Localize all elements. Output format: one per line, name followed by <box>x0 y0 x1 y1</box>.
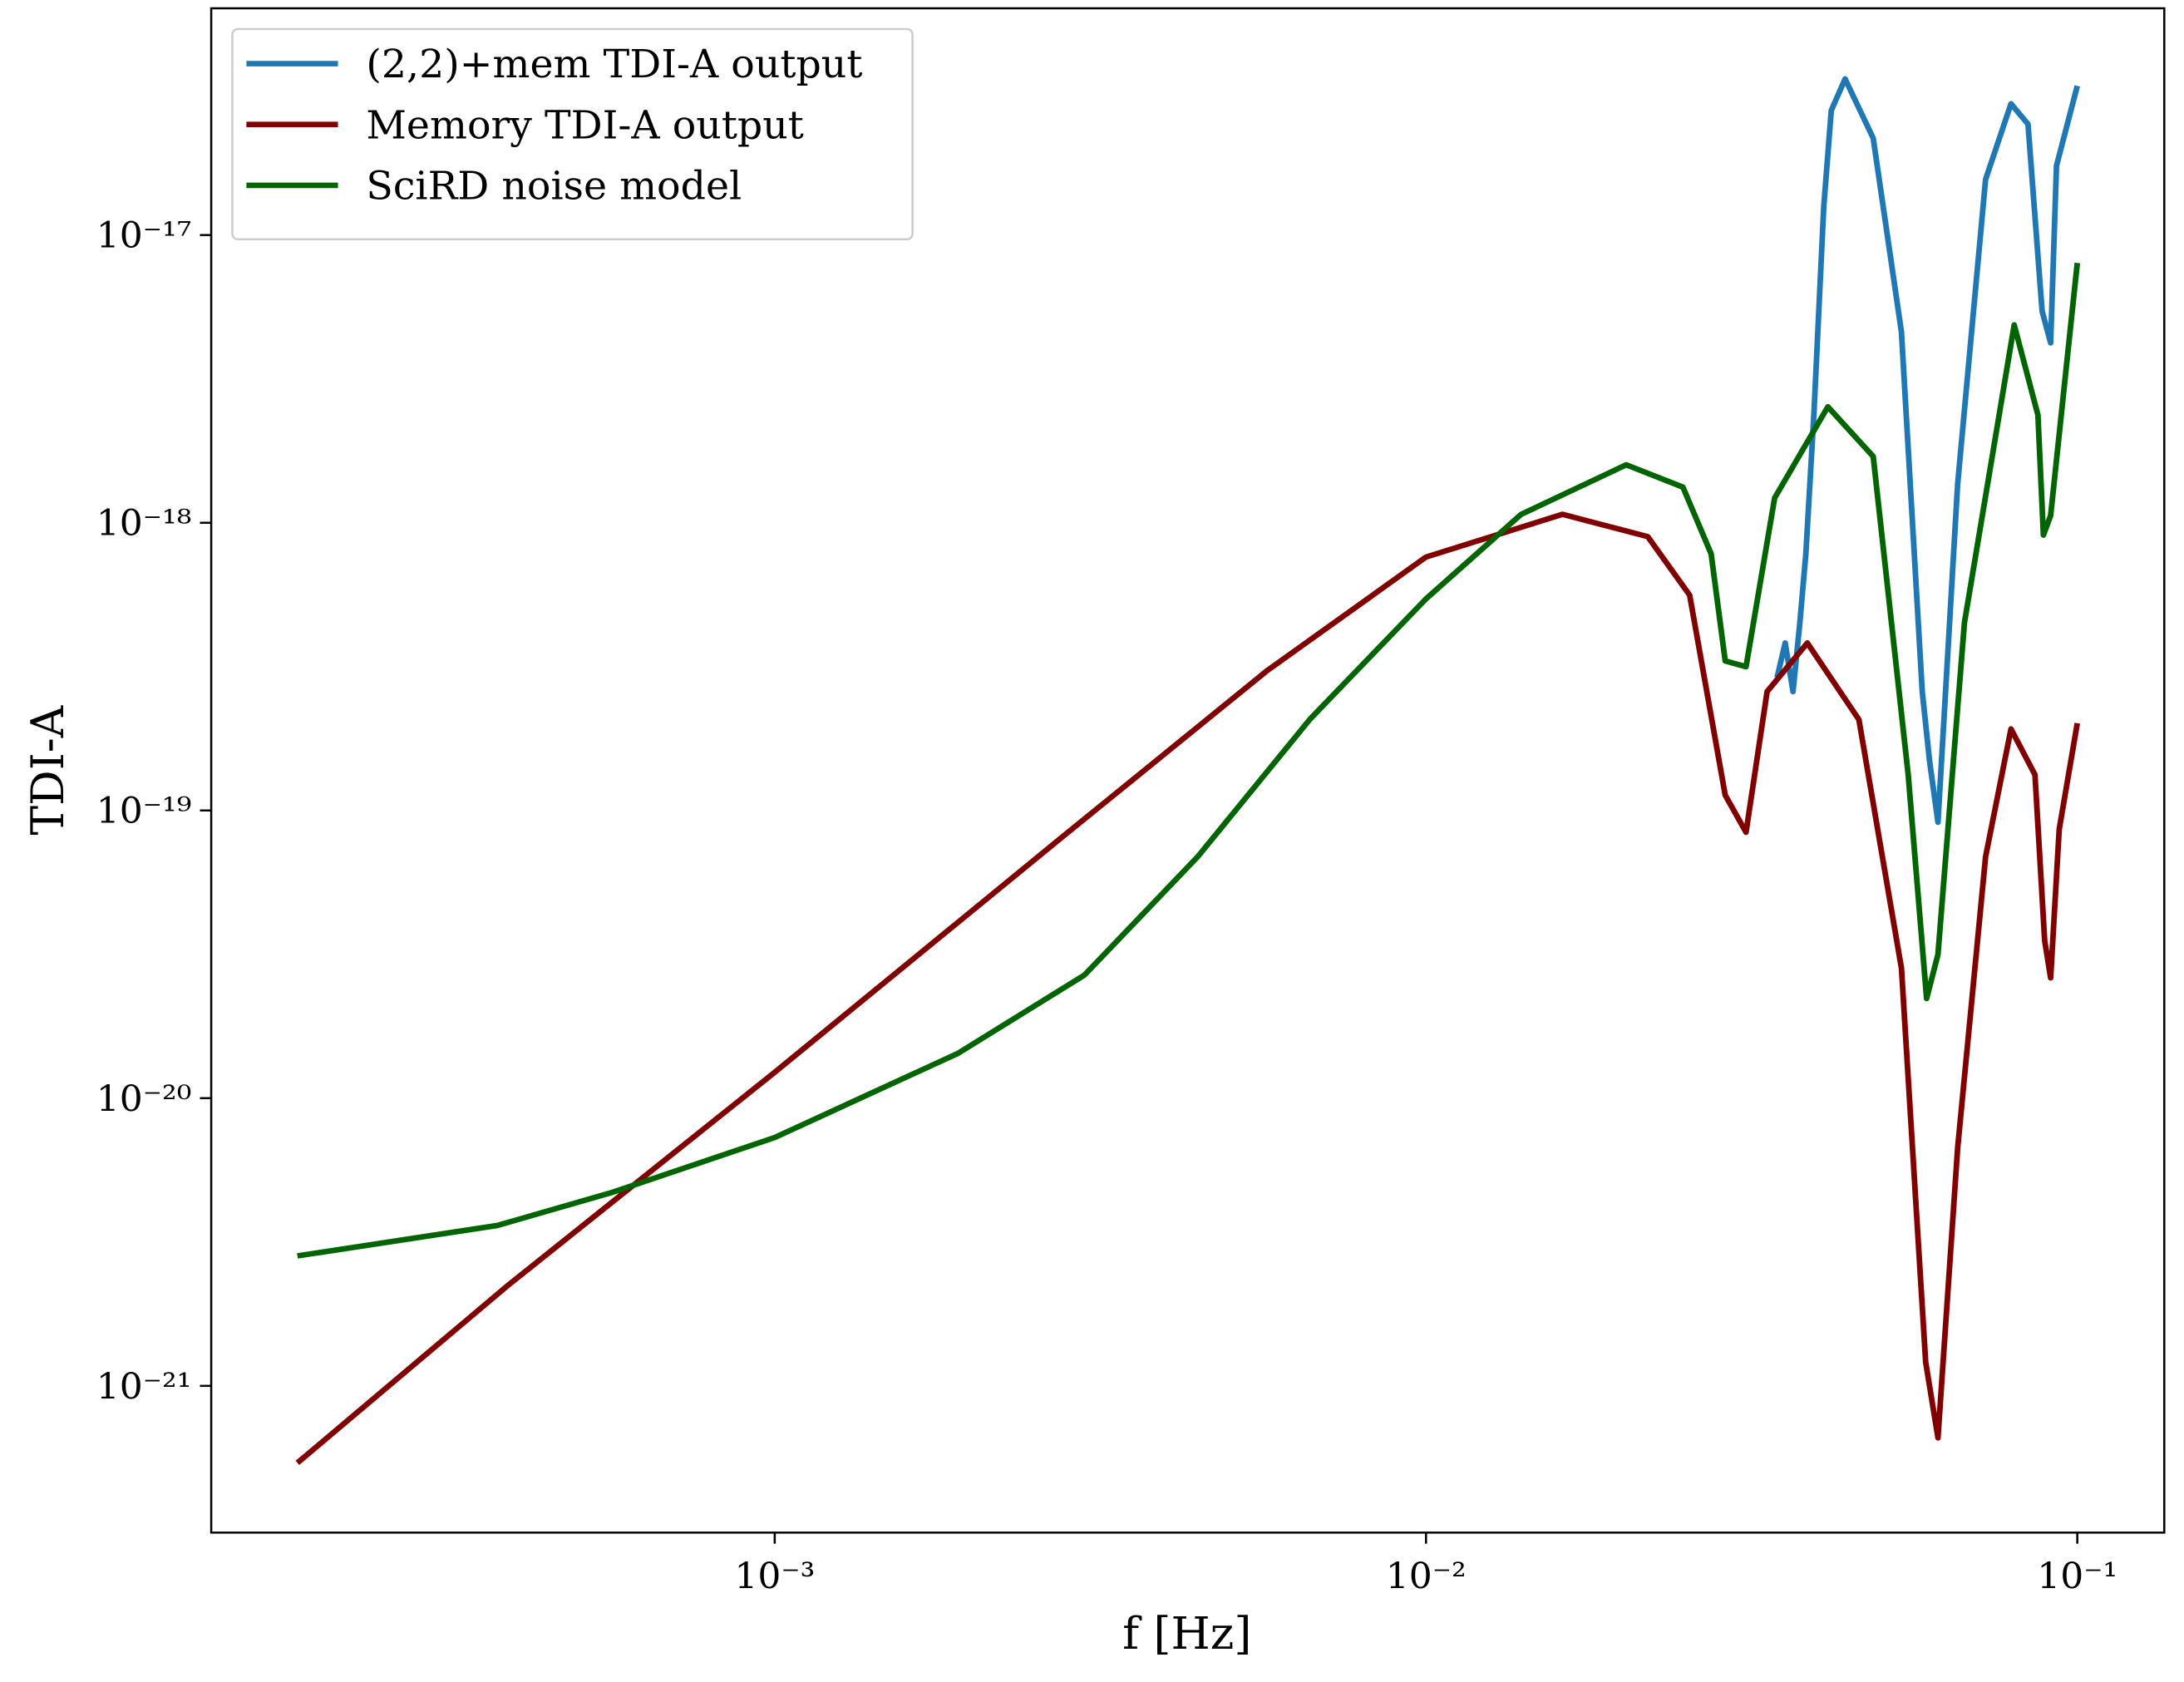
legend-label: (2,2)+mem TDI-A output <box>366 42 862 88</box>
series-line <box>297 262 2081 1259</box>
x-tick-label: 10⁻¹ <box>2037 1555 2117 1597</box>
y-tick-label: 10⁻¹⁹ <box>96 790 192 832</box>
legend-box <box>231 27 914 241</box>
legend-label: SciRD noise model <box>366 164 742 210</box>
legend-label: Memory TDI-A output <box>366 103 804 149</box>
series-line <box>295 511 2081 1465</box>
y-tick-label: 10⁻¹⁷ <box>96 215 192 257</box>
x-tick-label: 10⁻² <box>1386 1555 1467 1597</box>
y-axis-label: TDI-A <box>22 705 75 836</box>
x-axis-label: f [Hz] <box>1122 1608 1251 1660</box>
plot-frame <box>210 7 2166 1534</box>
y-tick-label: 10⁻¹⁸ <box>96 502 192 545</box>
y-tick-label: 10⁻²⁰ <box>96 1078 192 1120</box>
x-tick-label: 10⁻³ <box>734 1555 815 1597</box>
y-tick-label: 10⁻²¹ <box>96 1365 192 1408</box>
series-line <box>1774 76 2080 826</box>
